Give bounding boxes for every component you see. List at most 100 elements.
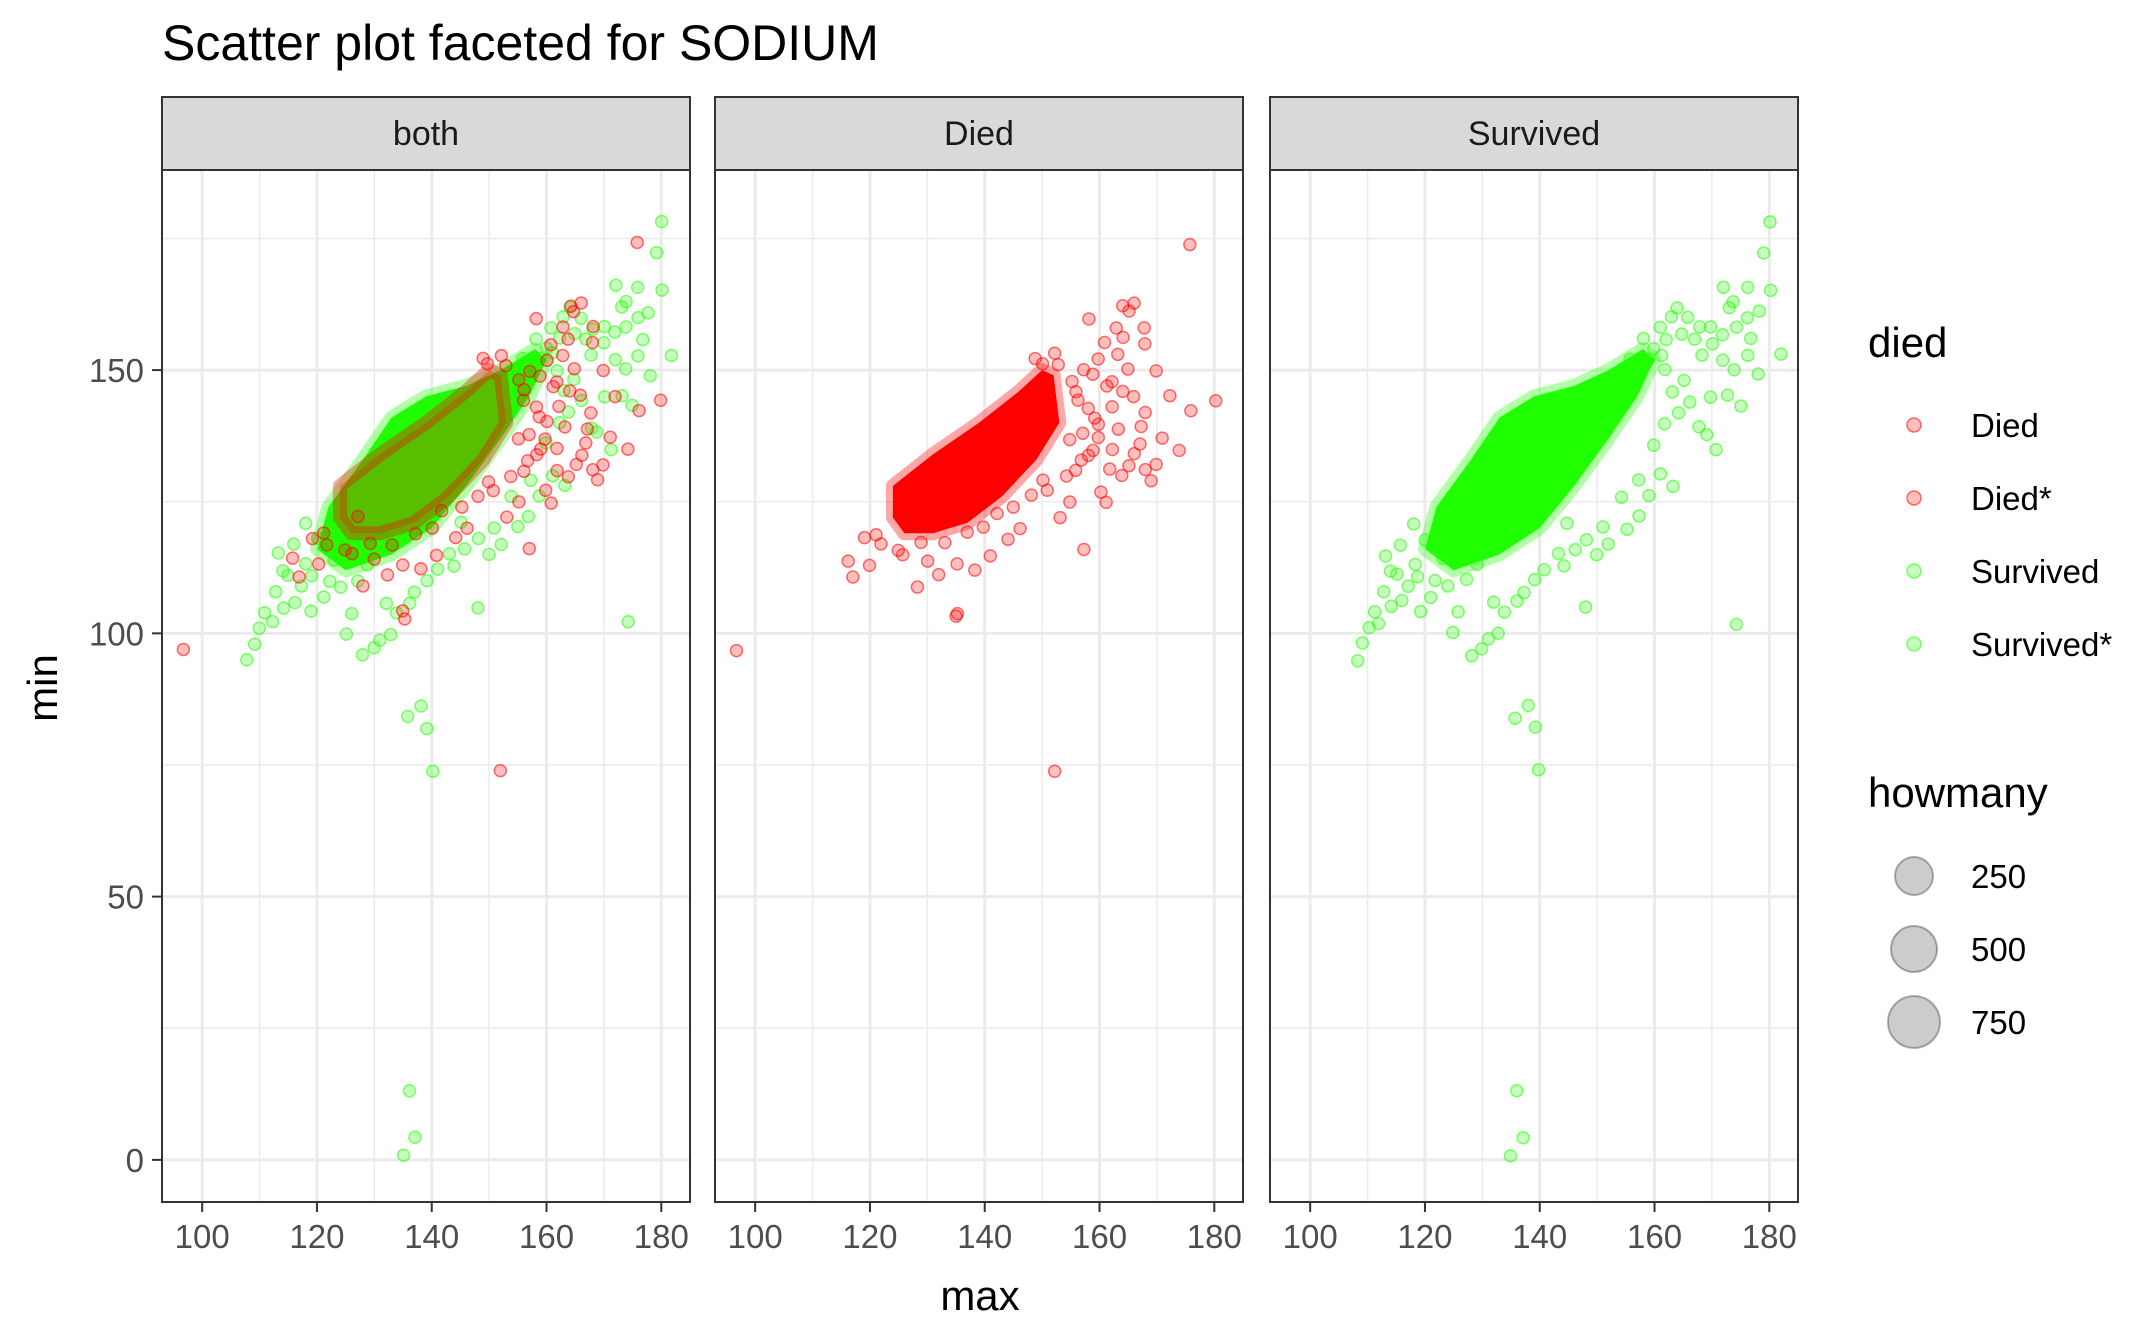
data-point-survived xyxy=(396,1148,411,1162)
data-point-died xyxy=(1040,483,1054,498)
data-point-survived xyxy=(1687,332,1702,347)
gridlines xyxy=(715,170,1243,1202)
data-point-died xyxy=(555,348,570,363)
data-point-survived xyxy=(1510,1084,1524,1098)
data-point-survived xyxy=(271,546,286,560)
data-point-died xyxy=(538,483,553,498)
data-point-died xyxy=(1138,462,1153,477)
data-point-died xyxy=(176,642,191,657)
data-point-survived xyxy=(1497,605,1512,619)
data-point-survived xyxy=(1756,246,1771,260)
data-point-died xyxy=(556,320,570,334)
data-point-died xyxy=(316,526,331,540)
data-point-survived xyxy=(643,368,657,383)
data-point-survived xyxy=(442,546,457,561)
data-point-died xyxy=(869,528,883,542)
data-point-survived xyxy=(579,332,593,346)
data-point-died xyxy=(351,509,365,524)
data-point-died xyxy=(292,570,306,584)
x-tick-label: 140 xyxy=(404,1218,459,1255)
data-point-survived xyxy=(1596,520,1610,534)
data-point-died xyxy=(1134,419,1148,434)
data-point-survived xyxy=(430,562,445,576)
color-legend-entries: Died Died* Survived Survived* xyxy=(1906,407,2112,663)
data-point-survived xyxy=(1579,532,1594,547)
data-point-survived xyxy=(664,348,679,363)
data-point-died xyxy=(1006,500,1021,514)
x-tick-label: 160 xyxy=(1627,1218,1682,1255)
data-point-survived xyxy=(1653,467,1668,481)
data-point-died xyxy=(367,552,382,566)
data-point-survived xyxy=(268,585,283,599)
data-point-survived xyxy=(567,372,581,386)
data-point-died xyxy=(1076,426,1090,441)
data-point-died xyxy=(567,362,582,376)
data-point-died xyxy=(1115,384,1130,399)
data-point-survived xyxy=(1568,542,1582,557)
data-point-survived xyxy=(1716,353,1730,368)
data-point-died xyxy=(448,530,463,545)
data-point-survived xyxy=(379,596,394,611)
x-tick-label: 160 xyxy=(519,1218,574,1255)
data-point-survived xyxy=(655,283,669,297)
x-axis-title: max xyxy=(940,1272,1019,1319)
data-point-survived xyxy=(1521,698,1536,713)
data-point-survived xyxy=(1674,327,1689,341)
data-point-survived xyxy=(619,320,633,334)
data-point-survived xyxy=(1589,547,1604,562)
size-legend-title: howmany xyxy=(1868,769,2048,816)
data-point-survived xyxy=(1763,283,1778,298)
data-point-survived xyxy=(1474,642,1489,656)
data-point-died xyxy=(1013,521,1027,536)
data-point-died xyxy=(338,543,352,557)
panel-border xyxy=(161,169,691,1203)
size-legend-label: 750 xyxy=(1971,1004,2026,1041)
data-point-died xyxy=(566,304,581,319)
data-point-survived xyxy=(288,595,302,610)
data-point-survived xyxy=(355,647,370,662)
data-point-died xyxy=(500,510,514,524)
x-tick-label: 100 xyxy=(175,1218,230,1255)
data-point-died xyxy=(305,531,320,546)
data-point-died xyxy=(471,489,485,504)
data-point-survived xyxy=(1410,570,1425,584)
data-point-died xyxy=(841,554,855,568)
x-tick-label: 120 xyxy=(289,1218,344,1255)
points-layer xyxy=(176,214,679,1162)
data-point-died xyxy=(395,558,410,572)
data-point-survived xyxy=(636,332,650,347)
data-point-died xyxy=(544,496,558,510)
data-point-survived xyxy=(414,699,428,713)
facet-strip-label: Died xyxy=(944,115,1014,153)
data-point-survived xyxy=(420,721,434,736)
data-point-survived xyxy=(1734,399,1748,413)
legend-label: Survived* xyxy=(1971,626,2112,663)
data-point-died xyxy=(1138,337,1152,351)
data-point-survived xyxy=(1700,427,1714,442)
data-point-died xyxy=(516,393,531,408)
legend-label: Died xyxy=(1971,407,2039,444)
facet-strip-label: Survived xyxy=(1468,115,1600,153)
data-point-died xyxy=(529,311,543,326)
data-point-died xyxy=(968,563,982,577)
x-tick-label: 140 xyxy=(957,1218,1012,1255)
size-legend-label: 500 xyxy=(1971,931,2026,968)
data-point-survived xyxy=(1631,473,1646,487)
data-point-survived xyxy=(1671,406,1686,420)
data-point-survived xyxy=(1377,584,1391,599)
data-point-died xyxy=(504,469,518,484)
data-point-died xyxy=(1047,764,1062,778)
data-point-died xyxy=(1149,457,1163,472)
data-point-died xyxy=(1127,446,1142,461)
legend-label: Died* xyxy=(1971,480,2052,517)
data-point-survived xyxy=(1367,605,1382,619)
data-point-died xyxy=(862,558,877,573)
data-point-survived xyxy=(1677,373,1691,388)
x-tick-label: 120 xyxy=(842,1218,897,1255)
data-point-died xyxy=(846,570,860,584)
data-point-survived xyxy=(1537,562,1551,577)
data-point-survived xyxy=(1384,599,1398,614)
data-point-survived xyxy=(1653,320,1668,335)
data-point-survived xyxy=(339,627,354,641)
